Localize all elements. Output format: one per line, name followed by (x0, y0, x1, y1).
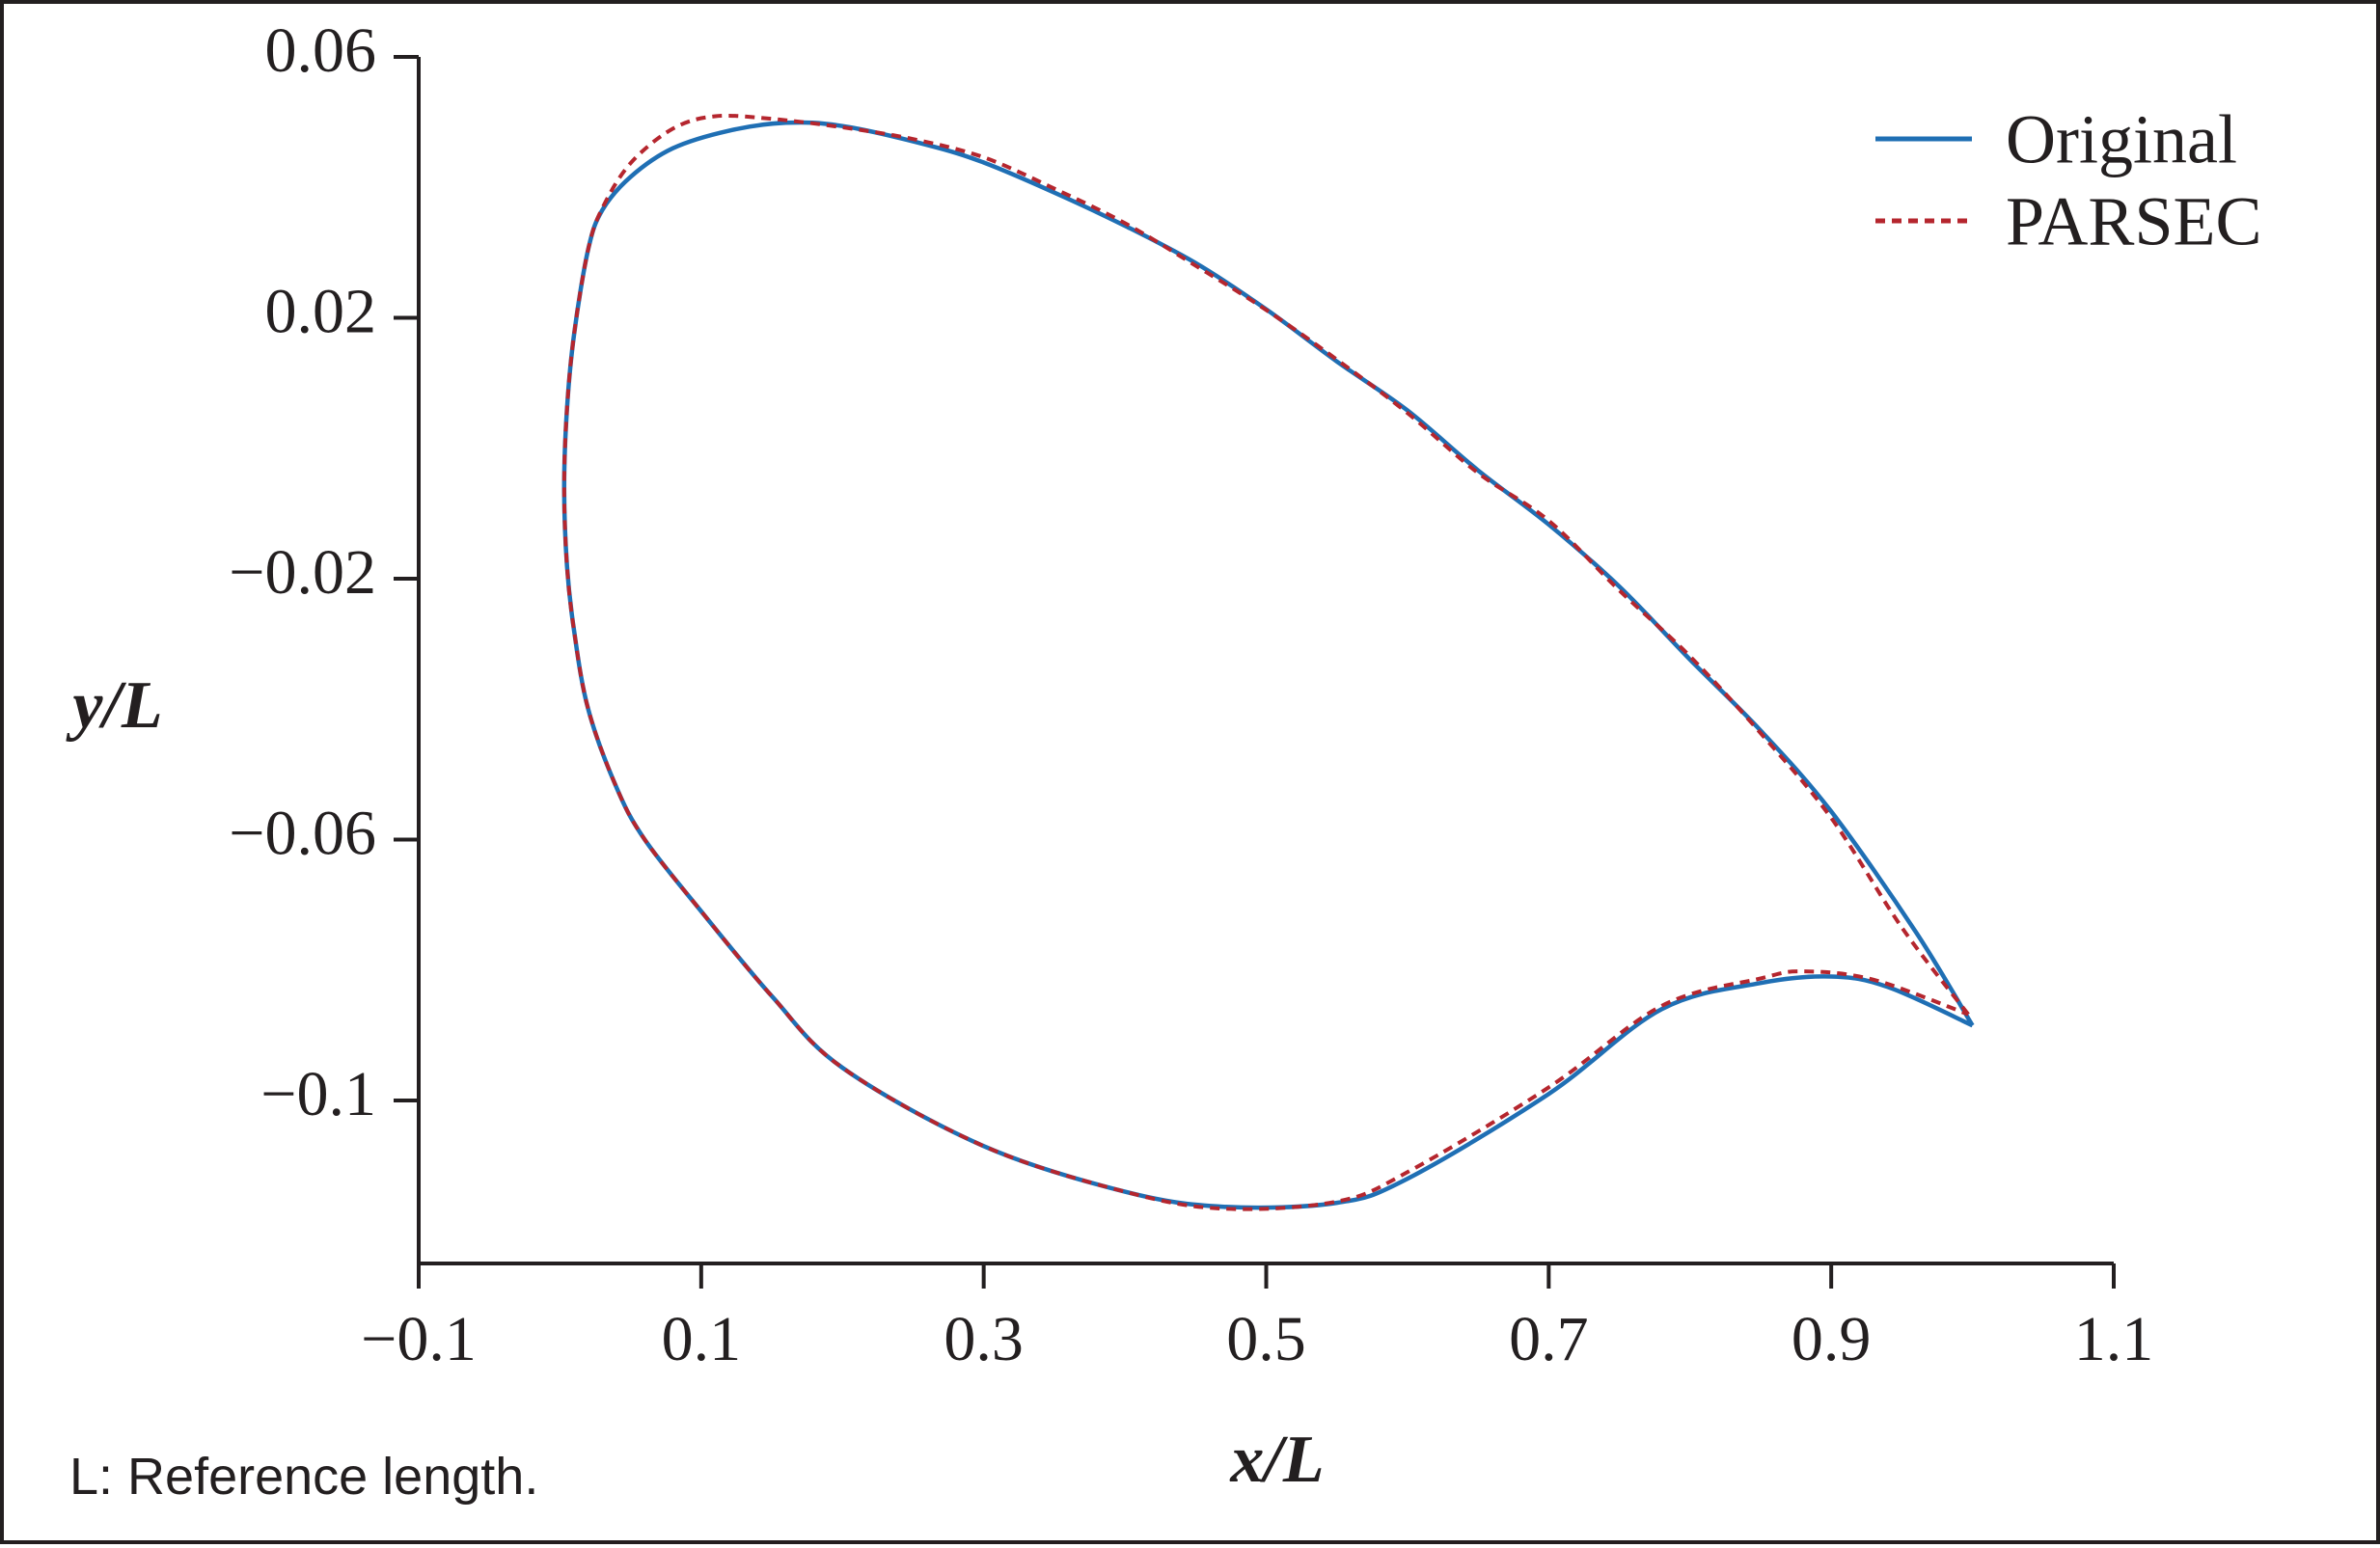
x-tick-label: 0.7 (1509, 1304, 1589, 1374)
footnote: L: Reference length. (69, 1448, 538, 1506)
legend-label-original: Original (2006, 101, 2237, 178)
legend-label-parsec: PARSEC (2006, 183, 2262, 260)
x-tick-label: 1.1 (2074, 1304, 2154, 1374)
y-tick-label: 0.06 (265, 15, 377, 86)
chart: −0.1 0.1 0.3 0.5 0.7 0.9 1.1 −0.1 −0.06 −0.02 0.02… (66, 15, 2262, 1506)
x-tick-label: 0.5 (1226, 1304, 1306, 1374)
y-tick-label: −0.06 (229, 799, 376, 869)
ticks: −0.1 0.1 0.3 0.5 0.7 0.9 1.1 −0.1 −0.06 −0.02 0.02… (229, 15, 2153, 1374)
legend: Original PARSEC (1875, 101, 2262, 260)
series-line-original (561, 120, 1975, 1210)
y-axis-title: y/L (66, 668, 162, 743)
series-line-parsec (561, 113, 1970, 1211)
axes (417, 57, 2114, 1265)
x-axis-title: x/L (1229, 1423, 1324, 1497)
x-tick-label: 0.9 (1792, 1304, 1872, 1374)
y-tick-label: −0.02 (229, 537, 376, 608)
series (561, 113, 1975, 1211)
y-tick-label: −0.1 (260, 1059, 376, 1129)
x-tick-label: 0.1 (662, 1304, 742, 1374)
x-tick-label: −0.1 (361, 1304, 477, 1374)
x-tick-label: 0.3 (944, 1304, 1024, 1374)
y-tick-label: 0.02 (265, 277, 377, 347)
